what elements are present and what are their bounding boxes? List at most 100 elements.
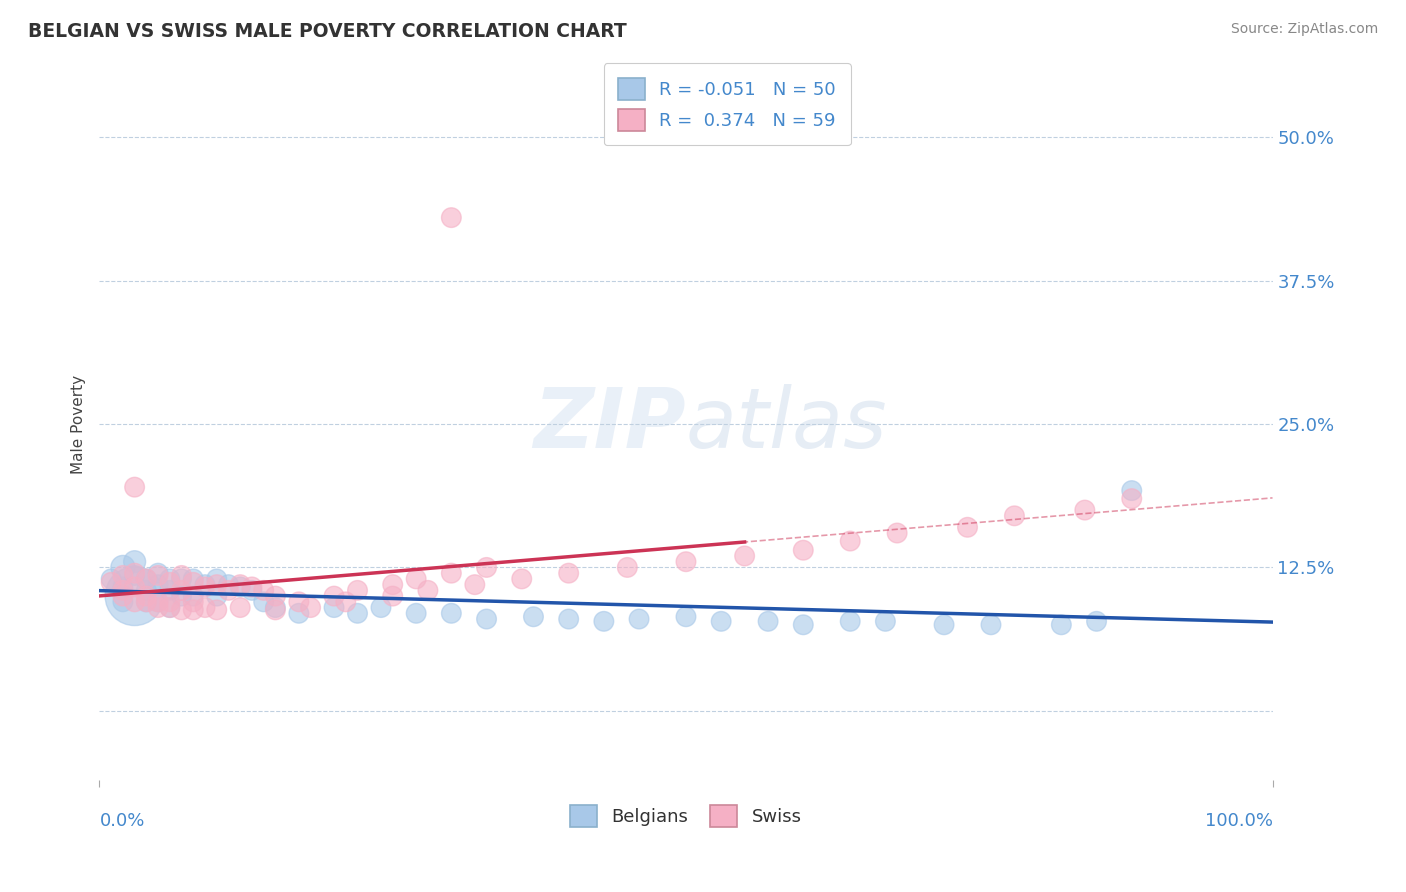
- Point: [181, 589, 204, 603]
- Point: [146, 568, 169, 582]
- Point: [181, 603, 204, 617]
- Text: atlas: atlas: [686, 384, 887, 465]
- Point: [181, 575, 204, 590]
- Point: [111, 589, 134, 603]
- Point: [170, 572, 193, 586]
- Point: [264, 600, 287, 615]
- Point: [146, 595, 169, 609]
- Point: [240, 583, 263, 598]
- Point: [229, 600, 252, 615]
- Point: [135, 583, 157, 598]
- Point: [710, 615, 733, 629]
- Point: [135, 595, 157, 609]
- Point: [956, 520, 979, 534]
- Point: [159, 600, 181, 615]
- Text: BELGIAN VS SWISS MALE POVERTY CORRELATION CHART: BELGIAN VS SWISS MALE POVERTY CORRELATIO…: [28, 22, 627, 41]
- Point: [440, 566, 463, 581]
- Point: [464, 577, 486, 591]
- Point: [557, 566, 579, 581]
- Point: [159, 583, 181, 598]
- Point: [370, 600, 392, 615]
- Point: [405, 572, 427, 586]
- Point: [205, 589, 228, 603]
- Point: [194, 600, 217, 615]
- Legend: Belgians, Swiss: Belgians, Swiss: [562, 798, 808, 835]
- Point: [181, 595, 204, 609]
- Point: [111, 560, 134, 574]
- Point: [253, 595, 276, 609]
- Point: [124, 555, 146, 569]
- Point: [170, 583, 193, 598]
- Point: [146, 595, 169, 609]
- Point: [181, 572, 204, 586]
- Point: [288, 607, 311, 621]
- Point: [170, 568, 193, 582]
- Point: [932, 617, 955, 632]
- Point: [628, 612, 651, 626]
- Point: [264, 603, 287, 617]
- Point: [217, 577, 239, 591]
- Text: Source: ZipAtlas.com: Source: ZipAtlas.com: [1230, 22, 1378, 37]
- Point: [264, 589, 287, 603]
- Point: [323, 600, 346, 615]
- Point: [159, 572, 181, 586]
- Point: [205, 603, 228, 617]
- Point: [159, 595, 181, 609]
- Point: [510, 572, 533, 586]
- Text: 0.0%: 0.0%: [100, 812, 145, 830]
- Point: [405, 607, 427, 621]
- Point: [299, 600, 322, 615]
- Point: [839, 534, 862, 549]
- Point: [111, 580, 134, 594]
- Point: [229, 577, 252, 591]
- Text: ZIP: ZIP: [533, 384, 686, 465]
- Point: [170, 589, 193, 603]
- Point: [124, 480, 146, 494]
- Point: [675, 555, 697, 569]
- Point: [335, 595, 357, 609]
- Point: [792, 543, 814, 558]
- Point: [557, 612, 579, 626]
- Point: [875, 615, 897, 629]
- Point: [194, 577, 217, 591]
- Point: [839, 615, 862, 629]
- Point: [1074, 503, 1097, 517]
- Point: [124, 595, 146, 609]
- Point: [111, 583, 134, 598]
- Point: [111, 595, 134, 609]
- Point: [346, 607, 368, 621]
- Point: [229, 580, 252, 594]
- Point: [1050, 617, 1073, 632]
- Point: [146, 600, 169, 615]
- Point: [1004, 508, 1026, 523]
- Point: [592, 615, 614, 629]
- Point: [205, 577, 228, 591]
- Point: [124, 568, 146, 582]
- Point: [240, 580, 263, 594]
- Point: [440, 211, 463, 225]
- Point: [381, 577, 404, 591]
- Point: [416, 583, 439, 598]
- Point: [886, 526, 908, 541]
- Point: [616, 560, 638, 574]
- Point: [135, 572, 157, 586]
- Point: [756, 615, 779, 629]
- Point: [135, 572, 157, 586]
- Point: [124, 589, 146, 603]
- Point: [135, 595, 157, 609]
- Point: [1121, 491, 1143, 506]
- Point: [381, 589, 404, 603]
- Point: [135, 589, 157, 603]
- Point: [170, 603, 193, 617]
- Point: [194, 580, 217, 594]
- Point: [124, 580, 146, 594]
- Point: [217, 583, 239, 598]
- Point: [522, 609, 544, 624]
- Y-axis label: Male Poverty: Male Poverty: [72, 375, 86, 474]
- Point: [734, 549, 756, 563]
- Point: [124, 566, 146, 581]
- Point: [100, 575, 122, 590]
- Point: [675, 609, 697, 624]
- Point: [288, 595, 311, 609]
- Point: [440, 607, 463, 621]
